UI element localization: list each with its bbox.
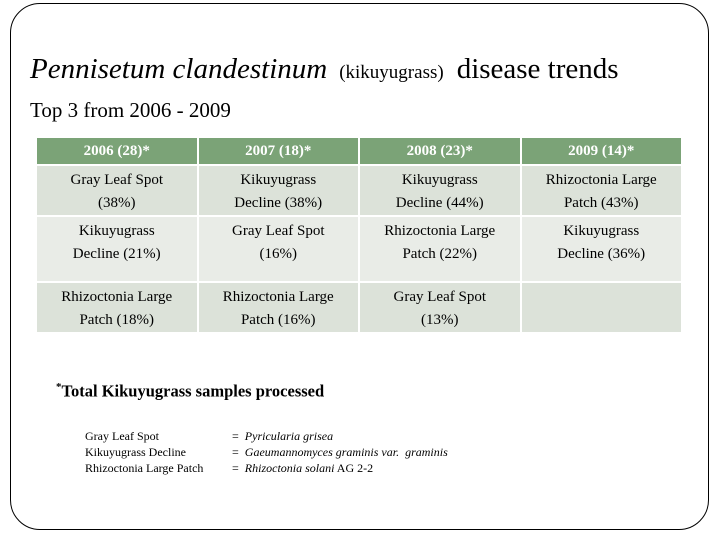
slide-title: Pennisetum clandestinum (kikuyugrass) di… [30, 50, 690, 93]
title-common-name: (kikuyugrass) [339, 62, 444, 83]
footnote-asterisk: * [56, 381, 62, 393]
legend-row-kikuyugrass-decline: Kikuyugrass Decline = Gaeumannomyces gra… [85, 444, 448, 460]
year-header-2009: 2009 (14)* [519, 136, 683, 166]
table-cell: Gray Leaf Spot (16%) [196, 215, 360, 283]
legend-term: Rhizoctonia Large Patch [85, 461, 204, 475]
legend-term: Kikuyugrass Decline [85, 445, 186, 459]
title-species-name: Pennisetum clandestinum [30, 53, 328, 85]
table-cell: Rhizoctonia Large Patch (22%) [358, 215, 522, 283]
legend-plain-suffix: AG 2-2 [334, 461, 374, 475]
samples-footnote: *Total Kikuyugrass samples processed [56, 381, 324, 402]
slide-subtitle: Top 3 from 2006 - 2009 [30, 98, 231, 122]
legend-scientific-name: Gaeumannomyces graminis var. graminis [244, 445, 448, 459]
table-row-rank2: Kikuyugrass Decline (21%) Gray Leaf Spot… [35, 215, 683, 283]
legend-equals-sign: = [232, 429, 239, 443]
legend-row-rhizoctonia-large-patch: Rhizoctonia Large Patch = Rhizoctonia so… [85, 460, 448, 476]
legend-equals-sign: = [232, 461, 239, 475]
title-suffix: disease trends [456, 53, 619, 85]
year-header-2007: 2007 (18)* [196, 136, 360, 166]
legend-scientific-name: Pyricularia grisea [244, 429, 334, 443]
table-cell: Rhizoctonia Large Patch (16%) [196, 281, 360, 334]
pathogen-legend: Gray Leaf Spot = Pyricularia grisea Kiku… [85, 428, 448, 476]
disease-trends-table: 2006 (28)* 2007 (18)* 2008 (23)* 2009 (1… [35, 136, 683, 334]
table-cell: Gray Leaf Spot (13%) [358, 281, 522, 334]
table-row-rank3: Rhizoctonia Large Patch (18%) Rhizoctoni… [35, 281, 683, 334]
table-cell: Kikuyugrass Decline (36%) [519, 215, 683, 283]
table-cell: Kikuyugrass Decline (38%) [196, 164, 360, 217]
legend-term: Gray Leaf Spot [85, 429, 159, 443]
slide-title-block: Pennisetum clandestinum (kikuyugrass) di… [30, 50, 690, 123]
footnote-text: Total Kikuyugrass samples processed [61, 381, 325, 401]
year-header-2008: 2008 (23)* [358, 136, 522, 166]
table-cell: Rhizoctonia Large Patch (18%) [35, 281, 199, 334]
table-cell: Kikuyugrass Decline (21%) [35, 215, 199, 283]
table-header-row: 2006 (28)* 2007 (18)* 2008 (23)* 2009 (1… [35, 136, 683, 166]
legend-row-gray-leaf-spot: Gray Leaf Spot = Pyricularia grisea [85, 428, 448, 444]
table-cell: Kikuyugrass Decline (44%) [358, 164, 522, 217]
table-row-rank1: Gray Leaf Spot (38%) Kikuyugrass Decline… [35, 164, 683, 217]
legend-equals-sign: = [232, 445, 239, 459]
table-cell [519, 281, 683, 334]
year-header-2006: 2006 (28)* [35, 136, 199, 166]
table-cell: Rhizoctonia Large Patch (43%) [519, 164, 683, 217]
legend-scientific-name: Rhizoctonia solani [244, 461, 335, 475]
table-cell: Gray Leaf Spot (38%) [35, 164, 199, 217]
